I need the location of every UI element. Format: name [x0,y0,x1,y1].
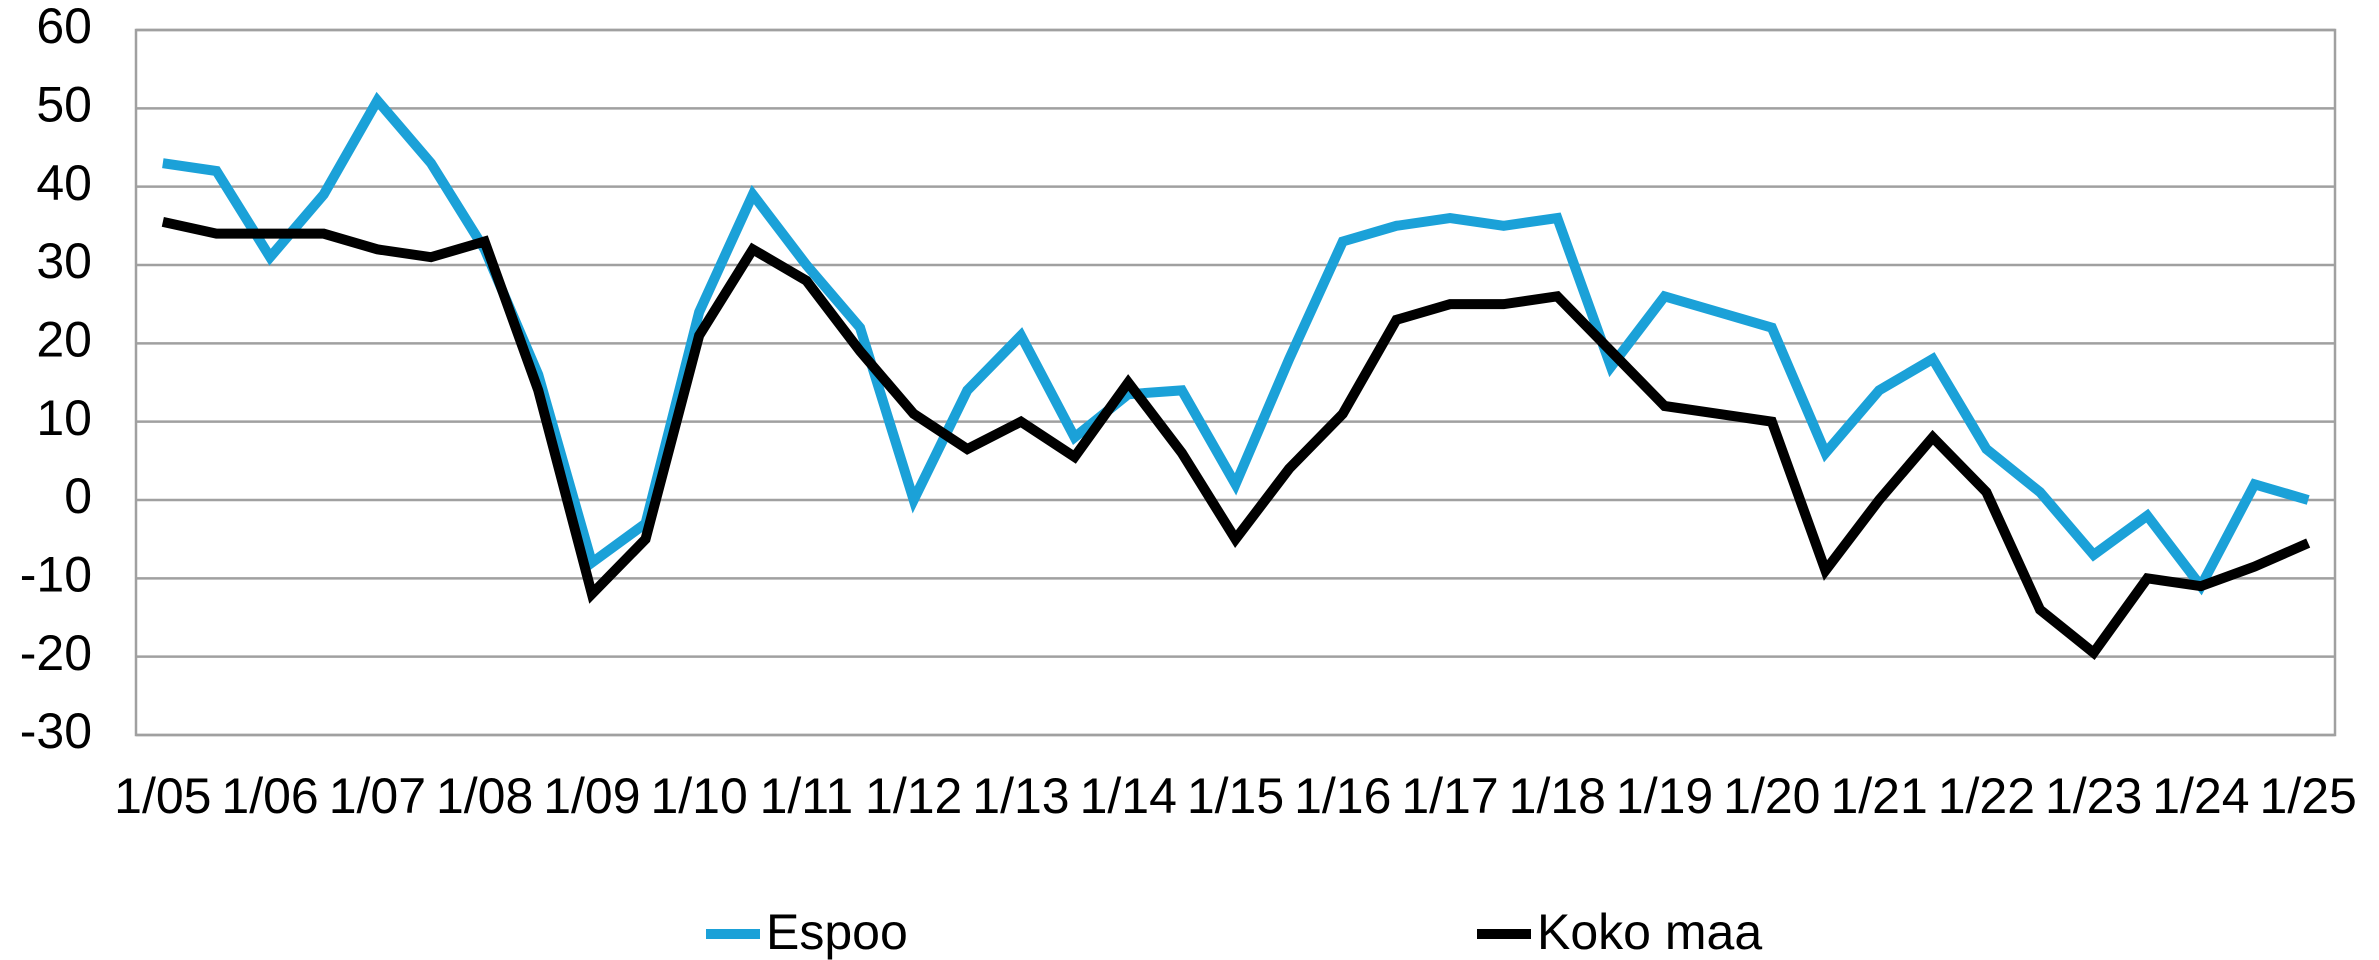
x-tick-label: 1/05 [114,768,211,824]
y-tick-label: -20 [20,625,92,681]
x-tick-label: 1/07 [329,768,426,824]
y-tick-label: -10 [20,547,92,603]
x-tick-label: 1/08 [436,768,533,824]
y-tick-label: 20 [36,312,92,368]
x-tick-label: 1/21 [1830,768,1927,824]
x-tick-label: 1/18 [1509,768,1606,824]
y-tick-label: 40 [36,155,92,211]
y-tick-label: 50 [36,77,92,133]
plot-border [134,28,2337,737]
x-tick-label: 1/20 [1723,768,1820,824]
x-tick-label: 1/22 [1938,768,2035,824]
x-tick-label: 1/10 [650,768,747,824]
y-tick-label: -30 [20,703,92,759]
x-tick-label: 1/19 [1616,768,1713,824]
x-tick-label: 1/14 [1080,768,1177,824]
x-tick-label: 1/16 [1294,768,1391,824]
y-tick-label: 0 [64,468,92,524]
x-tick-label: 1/06 [221,768,318,824]
y-tick-label: 60 [36,0,92,54]
x-tick-label: 1/23 [2045,768,2142,824]
y-tick-label: 30 [36,233,92,289]
line [161,217,2311,660]
x-tick-label: 1/25 [2260,768,2357,824]
x-tick-label: 1/12 [865,768,962,824]
x-tick-label: 1/15 [1187,768,1284,824]
legend-label: Koko maa [1537,904,1762,960]
x-tick-label: 1/17 [1401,768,1498,824]
legend-label: Espoo [766,904,908,960]
x-tick-label: 1/24 [2152,768,2249,824]
x-tick-label: 1/09 [543,768,640,824]
x-tick-label: 1/11 [760,768,854,824]
y-tick-label: 10 [36,390,92,446]
x-tick-label: 1/13 [972,768,1069,824]
